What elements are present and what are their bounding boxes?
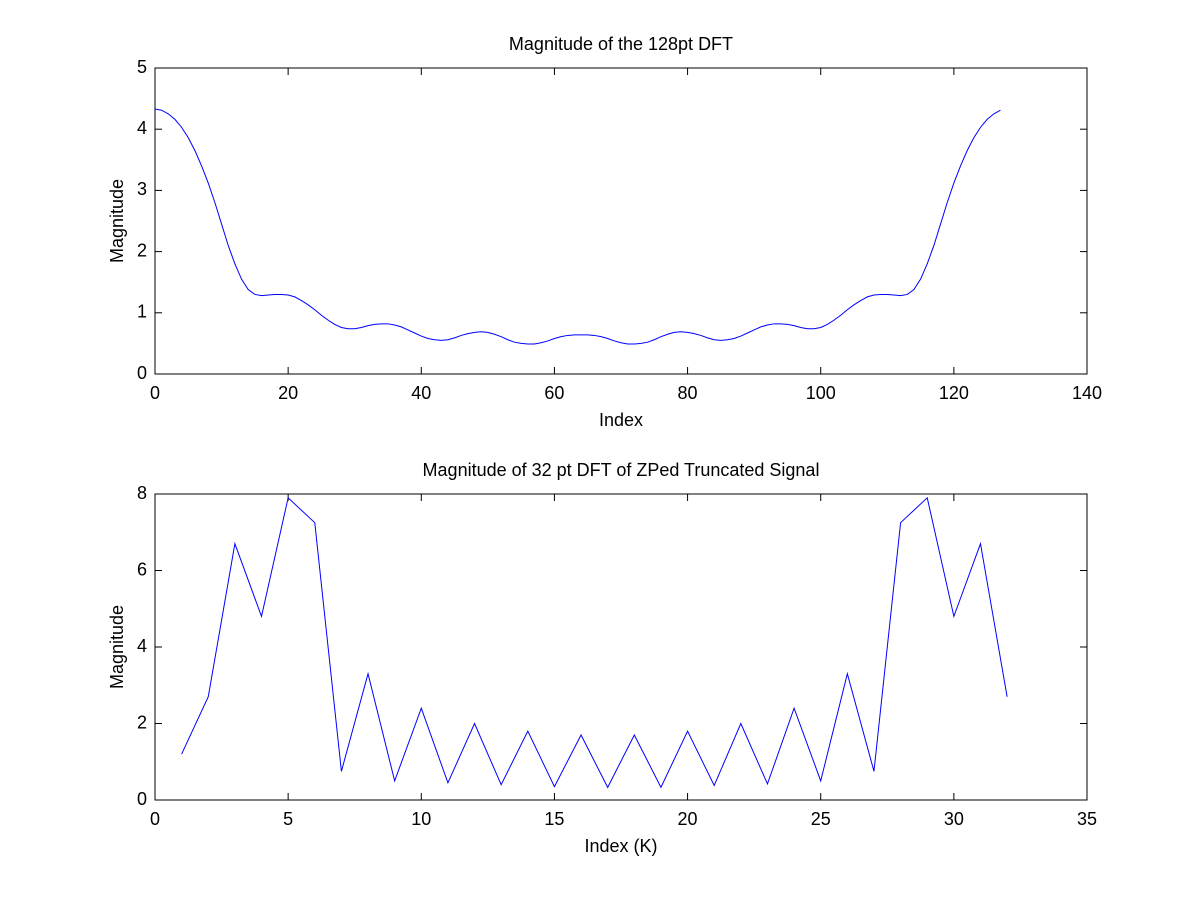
plot-area bbox=[154, 67, 1088, 375]
x-axis-label: Index bbox=[599, 410, 643, 430]
x-tick-label: 60 bbox=[544, 383, 564, 403]
data-line bbox=[154, 108, 1001, 345]
x-tick-label: 35 bbox=[1077, 809, 1097, 829]
x-tick-label: 25 bbox=[811, 809, 831, 829]
y-tick-label: 2 bbox=[137, 240, 147, 260]
y-tick-label: 6 bbox=[137, 559, 147, 579]
y-tick-label: 4 bbox=[137, 118, 147, 138]
x-tick-label: 20 bbox=[678, 809, 698, 829]
x-tick-label: 40 bbox=[411, 383, 431, 403]
chart-title: Magnitude of the 128pt DFT bbox=[509, 34, 733, 54]
y-axis-label: Magnitude bbox=[107, 605, 127, 689]
x-tick-label: 0 bbox=[150, 383, 160, 403]
y-tick-label: 3 bbox=[137, 179, 147, 199]
x-tick-label: 80 bbox=[678, 383, 698, 403]
x-tick-label: 100 bbox=[806, 383, 836, 403]
x-tick-label: 10 bbox=[411, 809, 431, 829]
x-tick-label: 120 bbox=[939, 383, 969, 403]
y-tick-label: 8 bbox=[137, 483, 147, 503]
x-tick-label: 5 bbox=[283, 809, 293, 829]
y-tick-label: 4 bbox=[137, 636, 147, 656]
y-tick-label: 2 bbox=[137, 712, 147, 732]
y-tick-label: 5 bbox=[137, 57, 147, 77]
y-tick-label: 1 bbox=[137, 302, 147, 322]
x-tick-label: 30 bbox=[944, 809, 964, 829]
x-tick-label: 20 bbox=[278, 383, 298, 403]
x-tick-label: 140 bbox=[1072, 383, 1102, 403]
x-axis-label: Index (K) bbox=[584, 836, 657, 856]
y-tick-label: 0 bbox=[137, 789, 147, 809]
y-tick-label: 0 bbox=[137, 363, 147, 383]
plot-area bbox=[154, 493, 1088, 801]
x-tick-label: 15 bbox=[544, 809, 564, 829]
chart-title: Magnitude of 32 pt DFT of ZPed Truncated… bbox=[423, 460, 820, 480]
data-line bbox=[181, 496, 1008, 789]
y-axis-label: Magnitude bbox=[107, 179, 127, 263]
x-tick-label: 0 bbox=[150, 809, 160, 829]
